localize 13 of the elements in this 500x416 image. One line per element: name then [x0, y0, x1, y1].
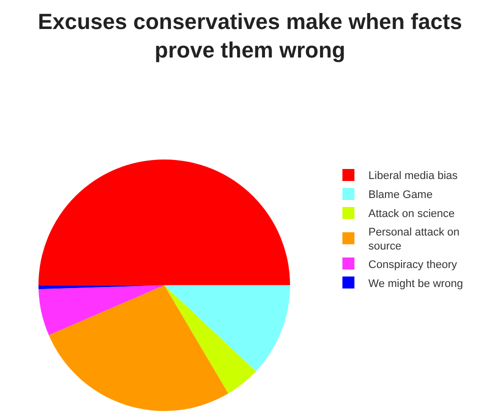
pie-slice [164, 285, 256, 394]
pie-slice [48, 285, 228, 411]
pie-slice [38, 160, 290, 286]
legend-label: Attack on science [368, 208, 455, 220]
legend-label: Conspiracy theory [368, 258, 458, 271]
legend-label: Personal attack on source [368, 226, 460, 253]
legend-label: Liberal media bias [368, 170, 458, 182]
pie-slice [38, 285, 164, 336]
legend-label: We might be wrong [368, 278, 463, 290]
legend-label: Blame Game [368, 189, 433, 202]
pie-slice [38, 285, 164, 290]
chart-title: Excuses conservatives make when facts prove them wrong [38, 9, 462, 63]
pie-slice [164, 285, 290, 372]
